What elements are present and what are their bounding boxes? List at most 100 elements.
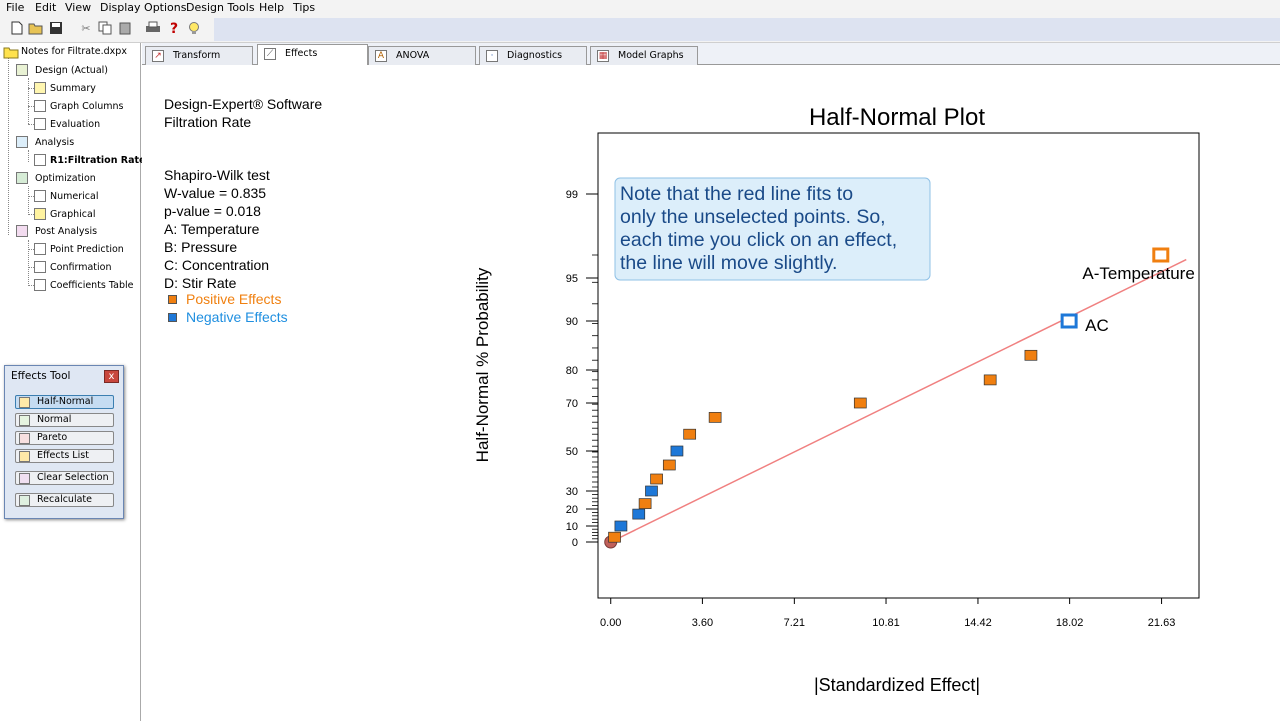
w-value: W-value = 0.835	[164, 185, 267, 201]
positive-effect-point[interactable]	[708, 412, 722, 423]
effects-tool-window[interactable]: Effects Tool x Half-Normal Normal Pareto…	[4, 365, 124, 519]
menu-file[interactable]: File	[6, 1, 25, 14]
new-file-icon[interactable]	[9, 21, 25, 37]
menu-tips[interactable]: Tips	[293, 1, 316, 14]
positive-effect-point[interactable]	[650, 473, 663, 485]
effect-label: AC	[1085, 316, 1109, 335]
menu-help[interactable]: Help	[259, 1, 285, 14]
x-tick-label: 7.21	[784, 617, 805, 629]
close-icon[interactable]: x	[104, 370, 119, 383]
menu-edit[interactable]: Edit	[35, 1, 57, 14]
factor-a: A: Temperature	[164, 221, 260, 237]
half-normal-plot[interactable]: Half-Normal Plot 0 10 20 30 50 70 80 90 95 99 0.0…	[142, 65, 1280, 721]
effects-list-icon	[19, 451, 30, 462]
pareto-button[interactable]: Pareto	[15, 431, 114, 445]
open-folder-icon[interactable]	[28, 21, 44, 37]
normal-plot-icon	[19, 415, 30, 426]
tips-lightbulb-icon[interactable]	[186, 21, 202, 37]
half-normal-button[interactable]: Half-Normal	[15, 395, 114, 409]
negative-effect-point[interactable]	[632, 508, 646, 520]
x-tick-label: 3.60	[692, 617, 713, 629]
positive-marker	[168, 295, 177, 304]
confirmation-icon	[34, 261, 46, 273]
negative-effect-point[interactable]	[614, 520, 628, 532]
tab-model-graphs[interactable]: ▦ Model Graphs	[590, 46, 698, 66]
copy-icon[interactable]	[97, 21, 113, 37]
save-icon[interactable]	[48, 21, 64, 37]
x-axis-label: |Standardized Effect|	[814, 675, 980, 695]
y-tick-label: 95	[566, 273, 578, 285]
paste-icon[interactable]	[117, 21, 133, 37]
y-tick-label: 20	[566, 504, 578, 516]
negative-effect-point[interactable]	[645, 485, 658, 497]
effect-label: A-Temperature	[1082, 264, 1194, 283]
evaluation-magnifier-icon	[34, 118, 46, 130]
y-tick-label: 99	[566, 189, 578, 201]
negative-marker	[168, 313, 177, 322]
transform-icon: ↗	[152, 50, 164, 62]
clear-selection-icon	[19, 473, 30, 484]
positive-effect-point[interactable]	[608, 531, 621, 543]
fit-line	[610, 258, 1187, 543]
numerical-icon	[34, 190, 46, 202]
positive-effect-point[interactable]	[638, 498, 652, 509]
tab-effects[interactable]: ⟋ Effects	[257, 44, 368, 66]
normal-button[interactable]: Normal	[15, 413, 114, 427]
x-tick-label: 10.81	[872, 617, 900, 629]
selected-effect-point[interactable]	[1060, 313, 1078, 329]
diagnostics-icon: ·	[486, 50, 498, 62]
factor-d: D: Stir Rate	[164, 275, 237, 291]
test-info: Shapiro-Wilk test W-value = 0.835 p-valu…	[164, 166, 270, 292]
x-tick-label: 0.00	[600, 617, 621, 629]
factor-c: C: Concentration	[164, 257, 270, 273]
recalculate-button[interactable]: Recalculate	[15, 493, 114, 507]
x-tick-label: 21.63	[1148, 617, 1176, 629]
software-name: Design-Expert® Software	[164, 96, 323, 112]
negative-effect-point[interactable]	[670, 445, 684, 457]
data-points[interactable]: AC A-Temperature	[604, 247, 1195, 549]
y-tick-label: 80	[566, 365, 578, 377]
y-tick-label: 70	[566, 398, 578, 410]
print-icon[interactable]	[145, 21, 161, 37]
summary-icon	[34, 82, 46, 94]
point-prediction-icon	[34, 243, 46, 255]
cut-icon[interactable]: ✂	[81, 22, 91, 35]
x-tick-label: 18.02	[1056, 617, 1084, 629]
graph-columns-icon	[34, 100, 46, 112]
menu-view[interactable]: View	[65, 1, 92, 14]
x-tick-label: 14.42	[964, 617, 992, 629]
chart-title: Half-Normal Plot	[809, 104, 985, 131]
positive-effect-point[interactable]	[683, 428, 697, 440]
positive-effect-point[interactable]	[853, 397, 867, 409]
analysis-icon	[16, 136, 28, 148]
positive-effect-point[interactable]	[662, 459, 676, 471]
help-icon[interactable]: ?	[169, 21, 179, 37]
recalculate-icon	[19, 495, 30, 506]
model-graphs-icon: ▦	[597, 50, 609, 62]
menu-bar: File Edit View Display Options Design To…	[0, 0, 1280, 16]
y-tick-label: 0	[572, 537, 578, 549]
view-tabs: ↗ Transform ⟋ Effects A ANOVA · Diagnost…	[142, 43, 1280, 66]
menu-display-options[interactable]: Display Options	[100, 1, 187, 14]
coefficients-table-icon	[34, 279, 46, 291]
effects-list-button[interactable]: Effects List	[15, 449, 114, 463]
toolbar-filler	[214, 18, 1280, 41]
effects-view: Design-Expert® Software Filtration Rate …	[142, 65, 1280, 721]
table-icon	[16, 64, 28, 76]
selected-effect-point[interactable]	[1152, 247, 1170, 263]
tab-anova[interactable]: A ANOVA	[368, 46, 476, 66]
graphical-icon	[34, 208, 46, 220]
x-axis-ticks: 0.00 3.60 7.21 10.81 14.42 18.02 21.63	[600, 598, 1175, 629]
positive-effect-point[interactable]	[1024, 349, 1038, 361]
y-axis-label: Half-Normal % Probability	[473, 267, 492, 462]
folder-icon	[3, 47, 19, 59]
menu-design-tools[interactable]: Design Tools	[186, 1, 255, 14]
tab-transform[interactable]: ↗ Transform	[145, 46, 253, 66]
positive-effect-point[interactable]	[983, 374, 997, 386]
y-tick-label: 30	[566, 486, 578, 498]
effects-icon: ⟋	[264, 48, 276, 60]
test-name: Shapiro-Wilk test	[164, 167, 270, 183]
tab-diagnostics[interactable]: · Diagnostics	[479, 46, 587, 66]
clear-selection-button[interactable]: Clear Selection	[15, 471, 114, 485]
y-tick-label: 90	[566, 316, 578, 328]
